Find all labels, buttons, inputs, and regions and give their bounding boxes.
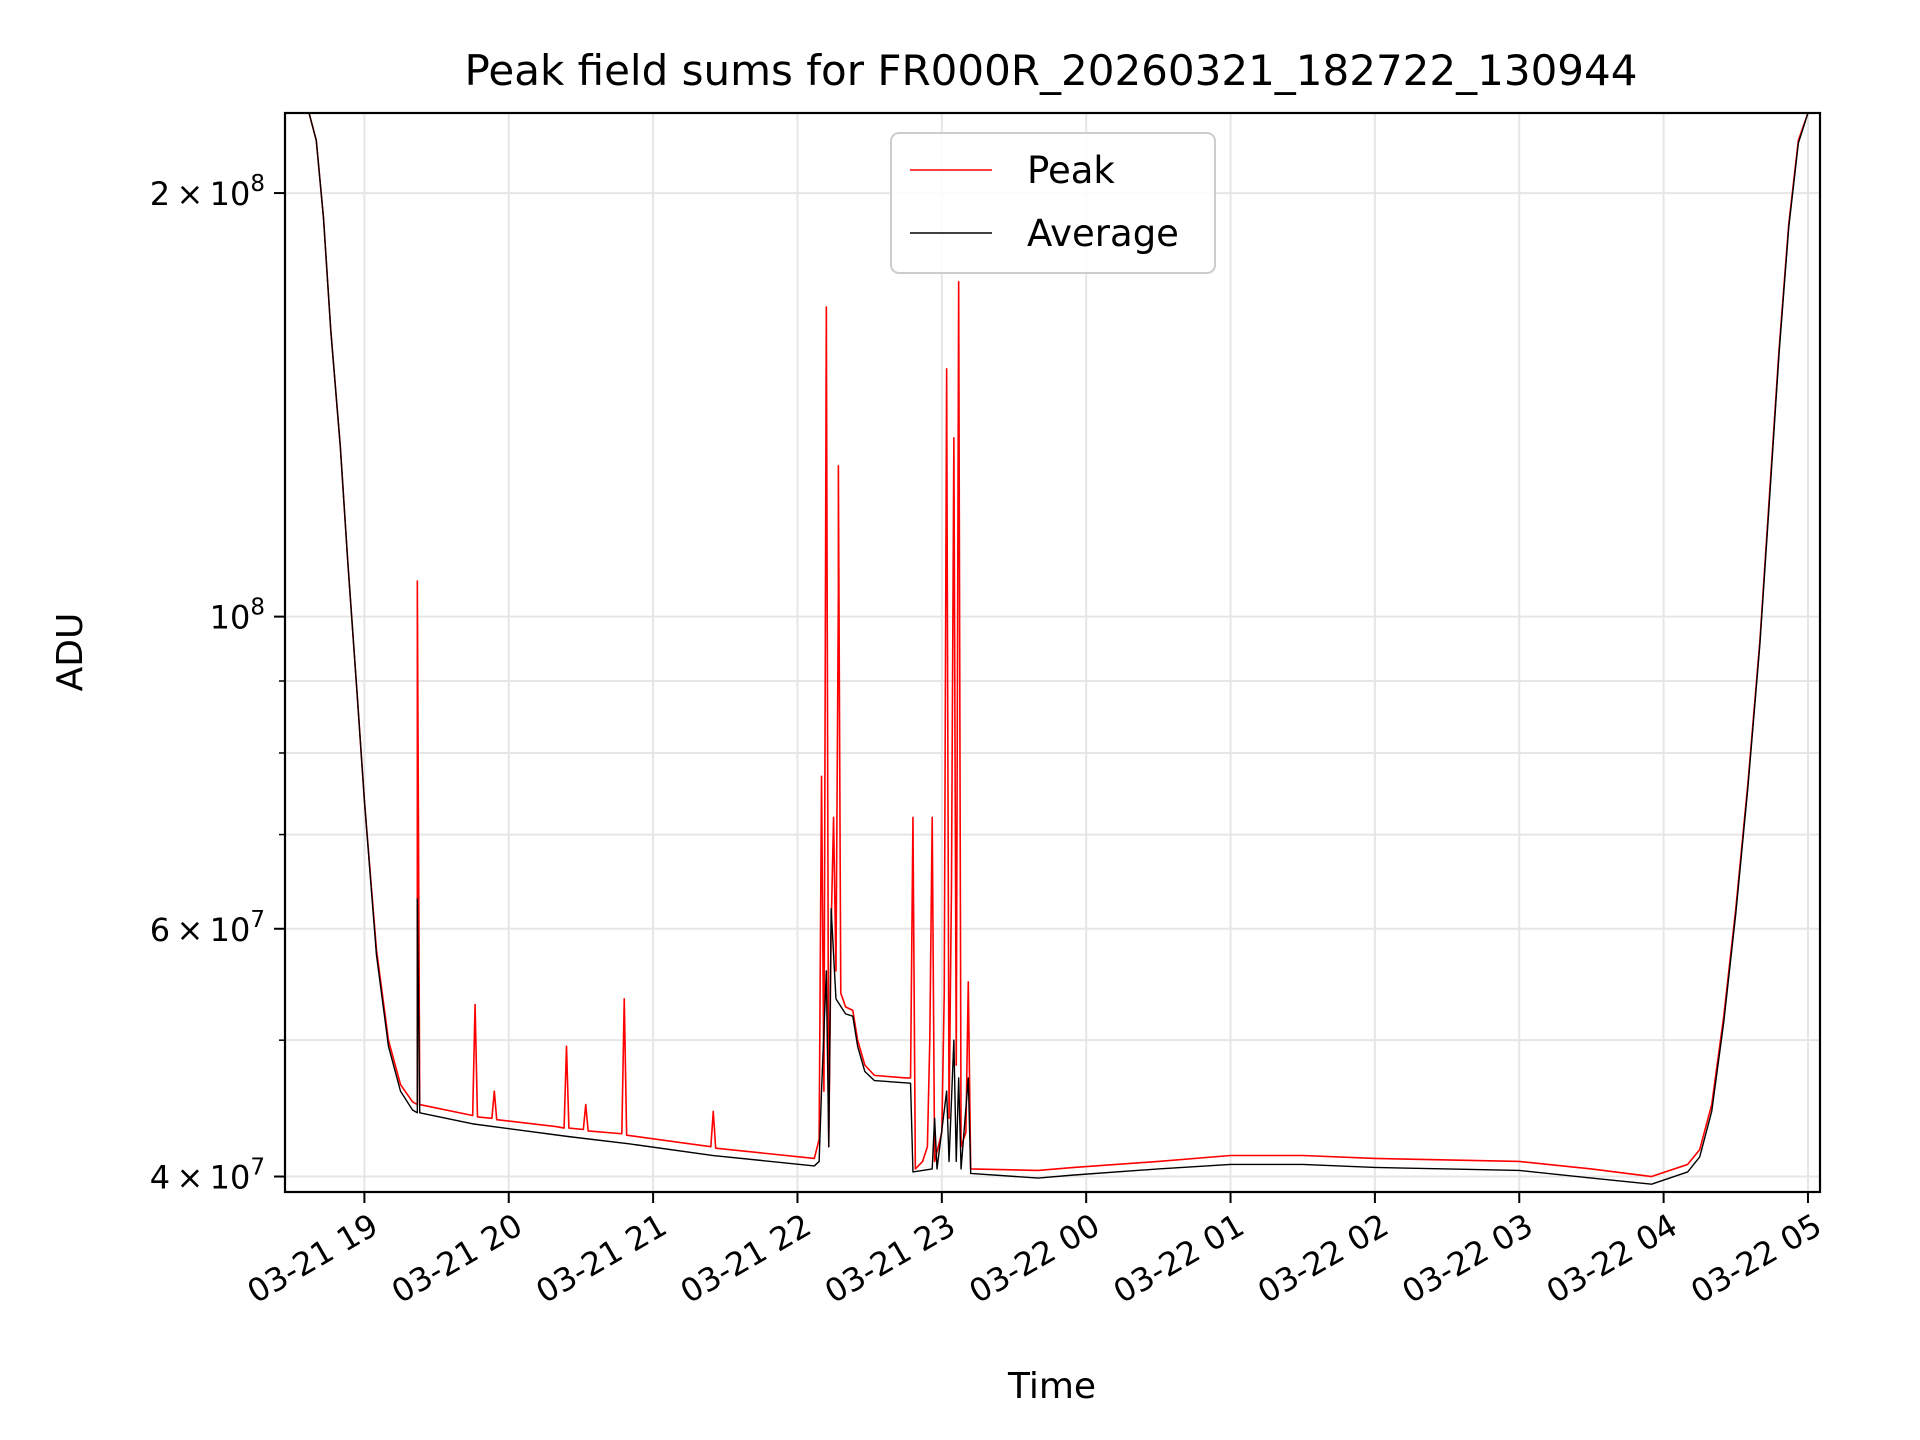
y-axis-ticks: 4 × 107 6 × 107 108 2 × 108 <box>150 171 285 1197</box>
legend-label-average: Average <box>1027 212 1179 255</box>
series-line-average <box>285 113 1820 1185</box>
y-tick-label: 2 × 108 <box>150 171 265 213</box>
y-tick-label: 4 × 107 <box>150 1155 265 1197</box>
legend-label-peak: Peak <box>1027 149 1115 192</box>
legend-box <box>890 132 1216 274</box>
y-tick-label: 6 × 107 <box>150 907 265 949</box>
x-axis-label: Time <box>1007 1366 1096 1407</box>
chart-title: Peak field sums for FR000R_20260321_1827… <box>465 46 1638 95</box>
y-tick-label: 108 <box>210 595 265 637</box>
series-lines <box>285 113 1820 1185</box>
legend: Peak Average <box>890 132 1216 274</box>
series-line-peak <box>285 113 1820 1178</box>
y-axis-label: ADU <box>50 613 91 692</box>
plot-frame <box>283 111 1822 1194</box>
